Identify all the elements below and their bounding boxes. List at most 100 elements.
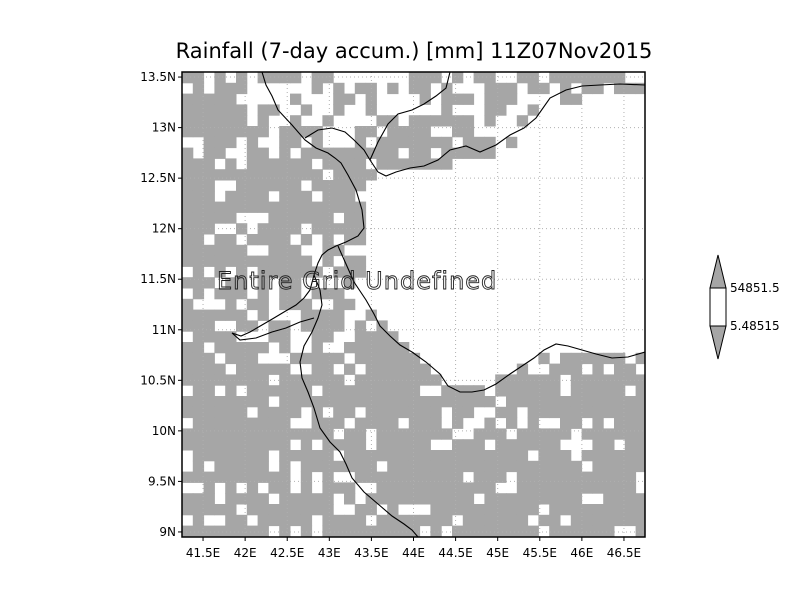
rainfall-cell xyxy=(484,147,496,159)
rainfall-cell xyxy=(225,331,237,343)
rainfall-cell xyxy=(462,525,475,537)
rainfall-cell xyxy=(333,385,345,397)
rainfall-cell xyxy=(182,234,194,246)
rainfall-cell xyxy=(398,363,410,375)
rainfall-cell xyxy=(311,352,323,365)
grid-lines xyxy=(182,72,645,537)
rainfall-cell xyxy=(236,363,248,375)
rainfall-cell xyxy=(257,298,269,311)
rainfall-cell xyxy=(344,277,356,289)
rainfall-cell xyxy=(322,385,334,397)
rainfall-cell xyxy=(354,385,367,397)
rainfall-cell xyxy=(344,169,356,181)
rainfall-cell xyxy=(495,104,507,116)
rainfall-cell xyxy=(614,493,626,505)
rainfall-cell xyxy=(365,104,377,116)
rainfall-cell xyxy=(268,331,280,343)
rainfall-cell xyxy=(203,331,215,343)
rainfall-cell xyxy=(354,417,367,429)
rainfall-cell xyxy=(516,115,529,127)
rainfall-cell xyxy=(441,158,453,170)
rainfall-cell xyxy=(462,406,475,419)
rainfall-cell xyxy=(333,158,345,170)
rainfall-cell xyxy=(581,514,593,527)
rainfall-cell xyxy=(484,82,496,95)
rainfall-cell xyxy=(635,514,645,527)
rainfall-cell xyxy=(192,190,205,203)
rainfall-cell xyxy=(452,417,464,429)
rainfall-cell xyxy=(376,115,388,127)
rainfall-cell xyxy=(635,428,645,440)
rainfall-cell xyxy=(182,374,194,386)
rainfall-cell xyxy=(581,471,593,483)
rainfall-cell xyxy=(495,493,507,505)
rainfall-cell xyxy=(203,504,215,516)
rainfall-cell xyxy=(549,396,561,408)
rainfall-cell xyxy=(473,428,485,440)
rainfall-cell xyxy=(538,352,550,365)
rainfall-cell xyxy=(603,396,615,408)
x-tick-label: 45.5E xyxy=(523,546,557,560)
rainfall-cell xyxy=(268,417,280,429)
rainfall-cell xyxy=(279,504,291,516)
rainfall-cell xyxy=(635,82,645,95)
rainfall-cell xyxy=(462,493,475,505)
rainfall-cell xyxy=(182,439,194,451)
rainfall-cell xyxy=(408,82,421,95)
rainfall-cell xyxy=(398,126,410,138)
rainfall-cell xyxy=(257,234,269,246)
rainfall-cell xyxy=(527,396,539,408)
rainfall-cell xyxy=(614,460,626,473)
rainfall-cell xyxy=(333,406,345,419)
rainfall-cell xyxy=(624,504,637,516)
rainfall-cell xyxy=(192,82,205,95)
rainfall-cell xyxy=(214,331,226,343)
rainfall-cell xyxy=(279,126,291,138)
rainfall-cell xyxy=(419,158,431,170)
rainfall-cell xyxy=(462,450,475,462)
rainfall-cell xyxy=(257,471,269,483)
rainfall-cell xyxy=(203,493,215,505)
rainfall-cell xyxy=(268,180,280,192)
rainfall-cell xyxy=(419,471,431,483)
rainfall-cell xyxy=(603,460,615,473)
rainfall-cell xyxy=(614,482,626,494)
rainfall-cell xyxy=(246,482,259,494)
rainfall-cell xyxy=(506,525,518,537)
rainfall-cell xyxy=(473,460,485,473)
rainfall-cell xyxy=(452,450,464,462)
rainfall-cell xyxy=(506,460,518,473)
rainfall-cell xyxy=(322,439,334,451)
rainfall-cell xyxy=(408,147,421,159)
rainfall-cell xyxy=(484,115,496,127)
rainfall-cell xyxy=(333,352,345,365)
rainfall-cell xyxy=(257,309,269,321)
rainfall-cell xyxy=(441,514,453,527)
rainfall-cell xyxy=(354,136,367,149)
x-tick-label: 46.5E xyxy=(607,546,641,560)
rainfall-cell xyxy=(257,493,269,505)
rainfall-cell xyxy=(290,374,302,386)
rainfall-cell xyxy=(333,460,345,473)
rainfall-cell xyxy=(300,460,313,473)
rainfall-cell xyxy=(365,342,377,354)
rainfall-cell xyxy=(182,212,194,224)
rainfall-cell xyxy=(268,514,280,527)
rainfall-cell xyxy=(408,406,421,419)
rainfall-cell xyxy=(344,255,356,267)
rainfall-cell xyxy=(182,244,194,257)
rainfall-cell xyxy=(225,309,237,321)
rainfall-cell xyxy=(333,298,345,311)
rainfall-cell xyxy=(387,482,399,494)
rainfall-cell xyxy=(376,450,388,462)
rainfall-cell xyxy=(236,126,248,138)
rainfall-cell xyxy=(570,352,583,365)
rainfall-cell xyxy=(203,352,215,365)
rainfall-cell xyxy=(635,396,645,408)
rainfall-cell xyxy=(236,180,248,192)
rainfall-cell xyxy=(236,201,248,213)
rainfall-cell xyxy=(203,115,215,127)
rainfall-cell xyxy=(430,406,442,419)
rainfall-cell xyxy=(300,234,313,246)
coast-red-sea-east xyxy=(304,83,645,177)
